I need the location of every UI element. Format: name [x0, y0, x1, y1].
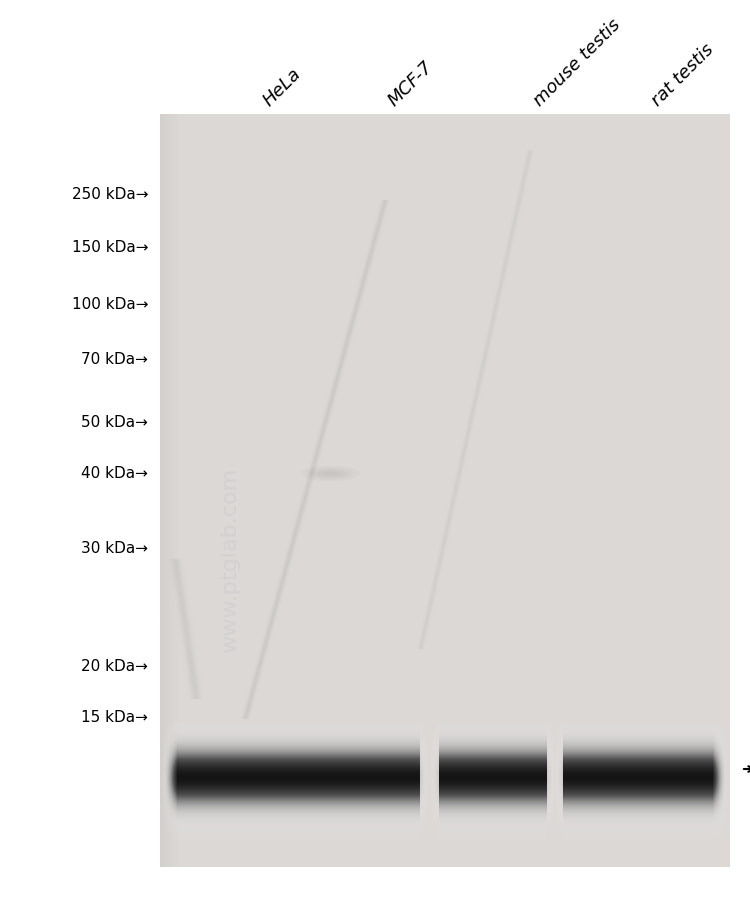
Text: 30 kDa→: 30 kDa→ [81, 541, 148, 556]
Text: 15 kDa→: 15 kDa→ [81, 710, 148, 724]
Text: 150 kDa→: 150 kDa→ [71, 240, 148, 255]
Text: HeLa: HeLa [260, 65, 305, 110]
Text: 70 kDa→: 70 kDa→ [81, 352, 148, 367]
Text: mouse testis: mouse testis [530, 16, 624, 110]
Text: rat testis: rat testis [648, 41, 717, 110]
Text: www.ptglab.com: www.ptglab.com [220, 467, 240, 652]
Text: 20 kDa→: 20 kDa→ [81, 658, 148, 674]
Text: 50 kDa→: 50 kDa→ [81, 415, 148, 430]
Text: 40 kDa→: 40 kDa→ [81, 466, 148, 481]
Text: 250 kDa→: 250 kDa→ [71, 188, 148, 202]
Text: MCF-7: MCF-7 [385, 58, 437, 110]
Text: 100 kDa→: 100 kDa→ [71, 297, 148, 312]
